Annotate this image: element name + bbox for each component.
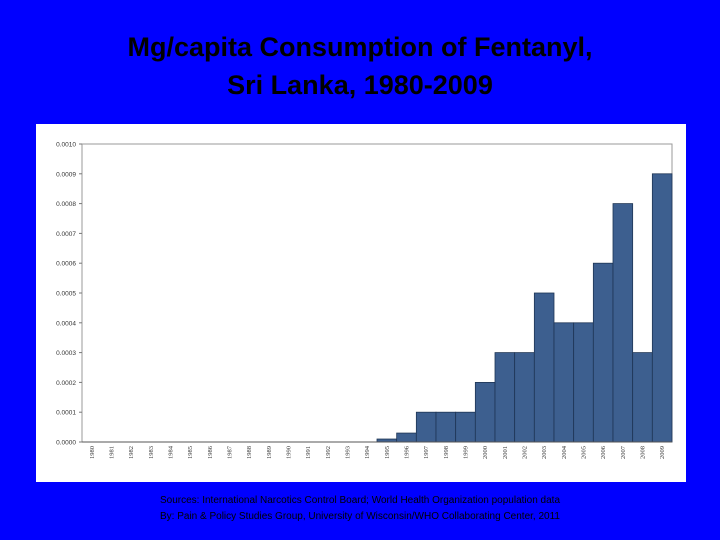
bar-2002 [515, 353, 535, 442]
y-tick-label: 0.0004 [56, 320, 76, 327]
x-tick-label: 2002 [522, 446, 529, 459]
y-tick-label: 0.0008 [56, 201, 76, 208]
x-tick-label: 1996 [404, 445, 411, 459]
x-tick-label: 1985 [187, 446, 194, 459]
y-tick-label: 0.0003 [56, 350, 76, 357]
x-tick-label: 1992 [325, 446, 332, 459]
bar-1997 [416, 412, 436, 442]
x-tick-label: 1990 [286, 446, 293, 459]
fentanyl-bar-chart: 0.0000 0.0001 0.0002 0.0003 0.0004 0.0005 0.00… [36, 124, 686, 482]
x-tick-label: 2004 [561, 445, 568, 459]
bar-2001 [495, 353, 515, 442]
x-tick-label: 1998 [443, 446, 450, 459]
x-tick-label: 1981 [109, 446, 116, 459]
slide-title: Mg/capita Consumption of Fentanyl, Sri L… [0, 28, 720, 104]
x-tick-label: 1980 [89, 446, 96, 459]
x-tick-label: 1983 [148, 446, 155, 459]
x-tick-label: 1993 [345, 446, 352, 459]
y-tick-label: 0.0002 [56, 380, 76, 387]
x-tick-label: 1994 [364, 445, 371, 459]
x-tick-label: 1988 [246, 446, 253, 459]
bar-2000 [475, 382, 495, 442]
x-tick-label: 2000 [482, 446, 489, 459]
y-tick-label: 0.0005 [56, 291, 76, 298]
source-notes: Sources: International Narcotics Control… [0, 493, 720, 525]
x-tick-label: 2006 [600, 445, 607, 459]
y-tick-label: 0.0000 [56, 440, 76, 447]
x-tick-label: 1987 [227, 445, 234, 459]
x-tick-label: 1986 [207, 445, 214, 459]
x-tick-label: 1991 [305, 446, 312, 459]
bar-1999 [456, 412, 476, 442]
x-tick-label: 2007 [620, 445, 627, 459]
y-tick-label: 0.0007 [56, 231, 76, 238]
bar-2006 [593, 263, 613, 442]
chart-panel: 0.0000 0.0001 0.0002 0.0003 0.0004 0.0005 0.00… [36, 124, 686, 482]
slide-title-line-1: Mg/capita Consumption of Fentanyl, [0, 28, 720, 66]
bar-2009 [652, 174, 672, 442]
y-tick-label: 0.0009 [56, 171, 76, 178]
x-tick-label: 2009 [659, 446, 666, 459]
y-tick-label: 0.0006 [56, 261, 76, 268]
bar-2005 [574, 323, 594, 442]
bar-1998 [436, 412, 456, 442]
x-tick-label: 2005 [581, 446, 588, 459]
x-tick-label: 2001 [502, 446, 509, 459]
x-tick-label: 1999 [463, 446, 470, 459]
bar-2007 [613, 204, 633, 442]
bar-2003 [534, 293, 554, 442]
y-tick-label: 0.0010 [56, 142, 76, 149]
bar-1996 [397, 433, 417, 442]
slide-title-line-2: Sri Lanka, 1980-2009 [0, 66, 720, 104]
x-tick-label: 1997 [423, 445, 430, 459]
bar-2004 [554, 323, 574, 442]
x-tick-label: 1982 [128, 446, 135, 459]
x-tick-label: 1989 [266, 446, 273, 459]
x-tick-label: 1984 [168, 445, 175, 459]
x-tick-label: 2003 [541, 446, 548, 459]
source-line-1: Sources: International Narcotics Control… [0, 493, 720, 509]
x-tick-label: 2008 [640, 446, 647, 459]
x-tick-label: 1995 [384, 446, 391, 459]
bar-2008 [633, 353, 653, 442]
source-line-2: By: Pain & Policy Studies Group, Univers… [0, 509, 720, 525]
y-tick-label: 0.0001 [56, 410, 76, 417]
